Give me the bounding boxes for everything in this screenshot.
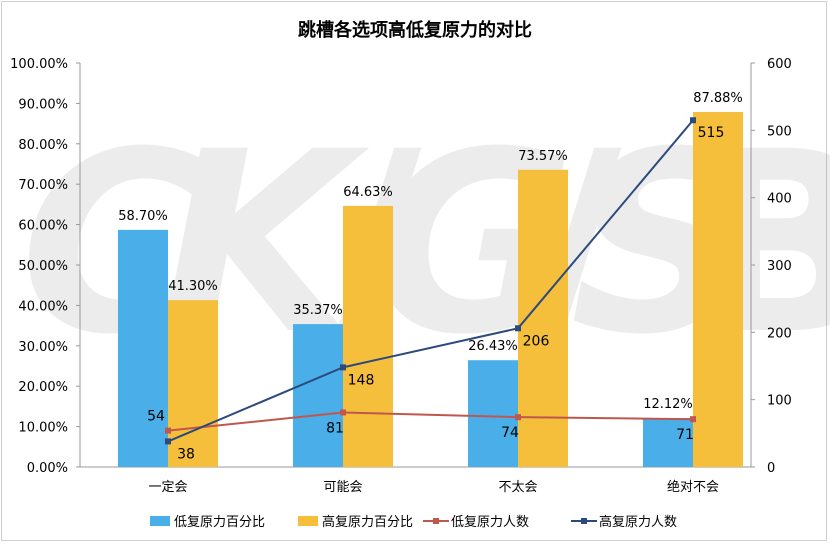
left-tick-label: 20.00% [18, 380, 68, 395]
category-label: 可能会 [323, 480, 362, 495]
line-value-label: 206 [523, 333, 550, 349]
category-label: 不太会 [498, 480, 537, 495]
right-tick-label: 300 [767, 259, 792, 274]
bar-value-label: 26.43% [468, 339, 518, 354]
bar-low [643, 418, 693, 467]
legend-swatch [150, 516, 170, 526]
legend-swatch [298, 516, 318, 526]
category-label: 一定会 [148, 480, 187, 495]
line-value-label: 54 [147, 409, 165, 425]
right-tick-label: 600 [767, 57, 792, 72]
line-value-label: 515 [698, 125, 725, 141]
left-tick-label: 0.00% [27, 461, 68, 476]
line-point [340, 364, 346, 371]
bar-value-label: 12.12% [643, 397, 693, 412]
legend-marker [581, 518, 587, 524]
chart-title: 跳槽各选项高低复原力的对比 [298, 19, 532, 41]
bar-value-label: 35.37% [293, 303, 343, 318]
line-point [165, 427, 171, 434]
bar-low [468, 360, 518, 467]
right-tick-label: 100 [767, 394, 792, 409]
right-tick-label: 500 [767, 124, 792, 139]
bar-value-label: 73.57% [518, 149, 568, 164]
bar-high [343, 205, 393, 467]
legend-label: 低复原力百分比 [174, 515, 265, 530]
right-tick-label: 0 [767, 461, 775, 476]
line-value-label: 148 [348, 372, 375, 388]
line-point [690, 117, 696, 124]
line-point [690, 416, 696, 423]
bar-value-label: 64.63% [343, 185, 393, 200]
left-tick-label: 40.00% [18, 299, 68, 314]
legend-label: 低复原力人数 [451, 515, 529, 530]
right-tick-label: 400 [767, 192, 792, 207]
left-tick-label: 30.00% [18, 340, 68, 355]
line-value-label: 74 [501, 425, 519, 441]
bar-value-label: 41.30% [168, 279, 218, 294]
bar-low [118, 229, 168, 467]
line-point [515, 414, 521, 421]
left-tick-label: 80.00% [18, 138, 68, 153]
line-high [167, 119, 694, 443]
bar-high [693, 111, 743, 468]
line-value-label: 81 [326, 420, 344, 436]
category-label: 绝对不会 [667, 479, 719, 495]
left-tick-label: 100.00% [10, 57, 68, 72]
line-value-label: 38 [177, 446, 195, 462]
line-low [167, 411, 694, 432]
bar-value-label: 58.70% [118, 209, 168, 224]
legend-label: 高复原力百分比 [322, 514, 413, 530]
line-point [515, 325, 521, 332]
right-tick-label: 200 [767, 326, 792, 341]
left-tick-label: 60.00% [18, 219, 68, 234]
left-tick-label: 90.00% [18, 97, 68, 112]
left-tick-label: 50.00% [18, 259, 68, 274]
left-tick-label: 70.00% [18, 178, 68, 193]
line-value-label: 71 [676, 427, 694, 443]
legend-label: 高复原力人数 [599, 514, 677, 530]
legend-marker [433, 518, 439, 524]
line-point [340, 409, 346, 416]
left-tick-label: 10.00% [18, 421, 68, 436]
bar-high [168, 300, 218, 467]
line-point [165, 438, 171, 445]
bar-low [293, 324, 343, 467]
bar-value-label: 87.88% [693, 91, 743, 106]
